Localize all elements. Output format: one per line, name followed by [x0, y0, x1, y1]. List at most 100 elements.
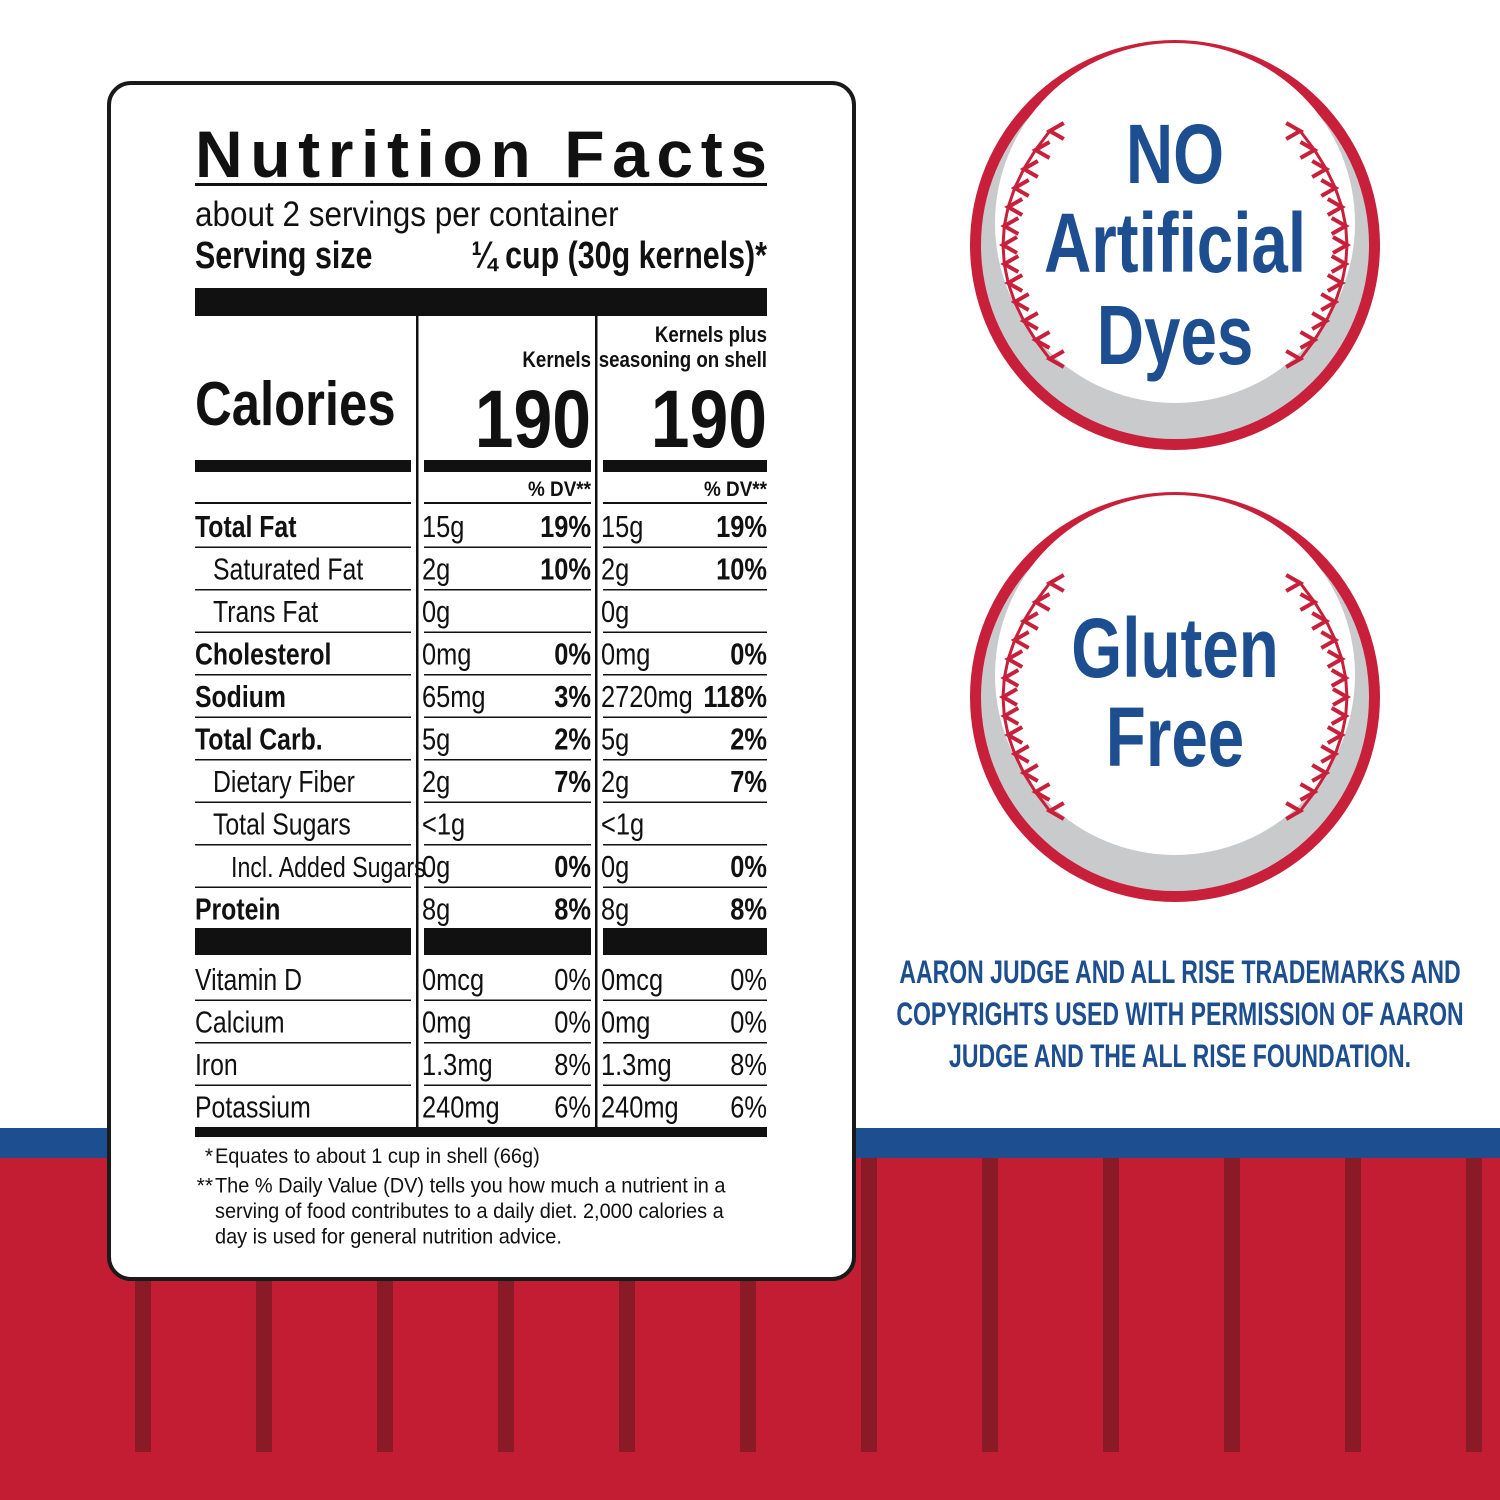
badge-text: Free	[1106, 690, 1244, 784]
row-dv: 8%	[554, 1048, 591, 1083]
thick-bar	[195, 460, 411, 472]
serving-size-value-group: ¼ cup (30g kernels)*	[471, 235, 767, 277]
row-dv-group: 10%	[540, 552, 591, 587]
column-header: Kernels plus	[655, 324, 767, 348]
row-label-group: Vitamin D	[195, 962, 302, 996]
row-label: Iron	[195, 1047, 238, 1081]
row-dv-group: 0%	[554, 963, 591, 998]
badge-text-group: Free	[1106, 690, 1244, 784]
rule	[195, 999, 411, 1001]
rule	[424, 844, 591, 846]
row-amount: 2g	[601, 765, 629, 800]
trademark-line: COPYRIGHTS USED WITH PERMISSION OF AARON	[896, 996, 1463, 1032]
pinstripe	[982, 1158, 998, 1452]
row-label-group: Saturated Fat	[213, 552, 363, 586]
row-amount-group: 15g	[601, 510, 643, 545]
row-dv: 0%	[554, 963, 591, 998]
seam	[1001, 582, 1051, 812]
thick-bar	[195, 928, 411, 955]
rule	[424, 1084, 591, 1086]
row-label: Total Sugars	[213, 807, 351, 841]
thick-bar	[603, 460, 767, 472]
row-dv: 6%	[730, 1090, 767, 1125]
calories-label: Calories	[195, 370, 396, 439]
servings-group: about 2 servings per container	[195, 196, 619, 235]
row-amount-group: 0mcg	[601, 963, 663, 998]
row-label: Protein	[195, 892, 280, 926]
row-dv: 19%	[716, 510, 767, 545]
footnote-marker: *	[205, 1145, 213, 1168]
row-label: Cholesterol	[195, 637, 331, 671]
row-amount-group: 15g	[422, 510, 464, 545]
row-amount-group: 0mg	[422, 637, 471, 672]
calories-value: 190	[475, 374, 591, 466]
row-dv-group: 0%	[554, 637, 591, 672]
rule	[424, 886, 591, 888]
row-label: Dietary Fiber	[213, 764, 355, 798]
row-dv: 19%	[540, 510, 591, 545]
seam	[1299, 582, 1349, 812]
pinstripe	[861, 1158, 877, 1452]
row-amount: 1.3mg	[601, 1048, 672, 1083]
row-dv: 3%	[554, 680, 591, 715]
rule	[603, 502, 767, 504]
rule	[424, 674, 591, 676]
pinstripe	[1466, 1158, 1482, 1452]
trademark-line: JUDGE AND THE ALL RISE FOUNDATION.	[949, 1038, 1411, 1074]
row-amount: 2g	[422, 552, 450, 587]
row-dv-group: 0%	[554, 850, 591, 885]
badge-text-group: NO	[1126, 107, 1224, 201]
row-amount: 5g	[422, 722, 450, 757]
row-dv-group: 19%	[540, 510, 591, 545]
row-amount: <1g	[601, 807, 644, 842]
rule	[424, 589, 591, 591]
thick-bar	[195, 288, 767, 316]
trademark-line-group: JUDGE AND THE ALL RISE FOUNDATION.	[949, 1038, 1411, 1074]
row-label-group: Cholesterol	[195, 637, 331, 671]
footnote-text-group: Equates to about 1 cup in shell (66g)	[215, 1145, 540, 1169]
trademark-line-group: COPYRIGHTS USED WITH PERMISSION OF AARON	[896, 996, 1463, 1032]
row-amount: 8g	[601, 892, 629, 927]
rule	[195, 1084, 411, 1086]
row-amount-group: 0mg	[422, 1005, 471, 1040]
row-label-group: Iron	[195, 1047, 238, 1081]
row-amount-group: 0mg	[601, 637, 650, 672]
badge-text-group: Artificial	[1044, 196, 1306, 290]
badge-text: Gluten	[1071, 601, 1278, 695]
row-amount-group: <1g	[422, 807, 465, 842]
row-label: Sodium	[195, 679, 286, 713]
badge-text: Dyes	[1097, 288, 1254, 382]
row-dv-group: 7%	[554, 765, 591, 800]
serving-size-label-group: Serving size	[195, 235, 372, 277]
thick-bar	[424, 460, 591, 472]
badge-text-group: Dyes	[1097, 288, 1254, 382]
row-amount: 0mg	[601, 637, 650, 672]
row-label: Saturated Fat	[213, 552, 363, 586]
row-amount-group: 240mg	[422, 1090, 500, 1125]
row-dv-group: 8%	[554, 1048, 591, 1083]
row-amount: 0g	[422, 850, 450, 885]
dv-header: % DV**	[704, 478, 767, 501]
rule	[424, 546, 591, 548]
row-amount: 1.3mg	[422, 1048, 493, 1083]
row-amount: 0mg	[601, 1005, 650, 1040]
footnote-marker-group: *	[205, 1145, 213, 1168]
row-label-group: Protein	[195, 892, 280, 926]
row-label-group: Trans Fat	[213, 594, 318, 628]
row-amount-group: 5g	[422, 722, 450, 757]
row-label: Calcium	[195, 1005, 285, 1039]
row-dv-group: 19%	[716, 510, 767, 545]
row-dv: 10%	[716, 552, 767, 587]
row-label-group: Calcium	[195, 1005, 285, 1039]
rule	[603, 801, 767, 803]
row-label: Potassium	[195, 1090, 311, 1124]
rule	[195, 801, 411, 803]
dv-header-group: % DV**	[528, 478, 591, 501]
rule	[195, 886, 411, 888]
label-card	[107, 81, 856, 1281]
rule	[424, 801, 591, 803]
row-amount: 0mcg	[601, 963, 663, 998]
row-amount: 2720mg	[601, 680, 693, 715]
